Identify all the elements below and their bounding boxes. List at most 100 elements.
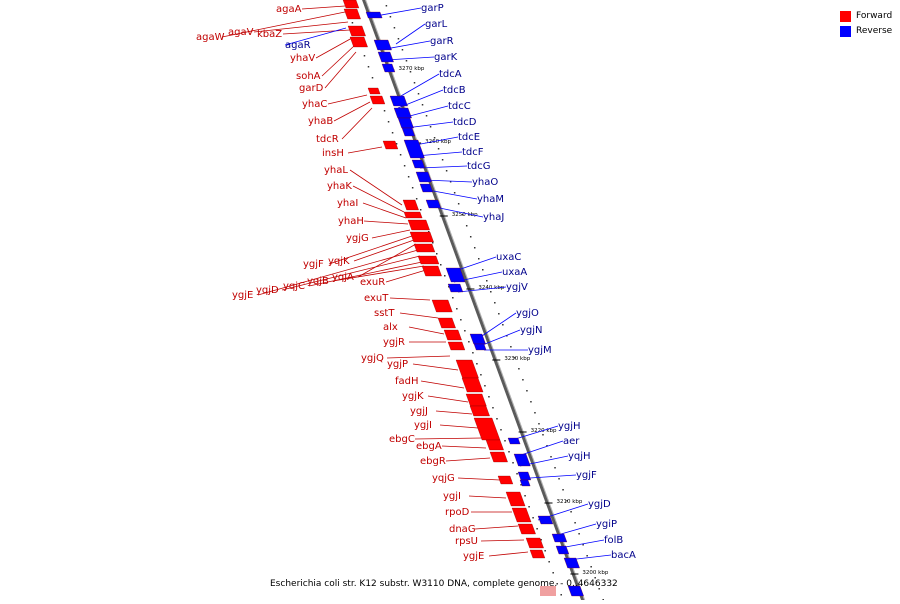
reverse-gene-label: bacA — [611, 550, 636, 561]
map-caption: Escherichia coli str. K12 substr. W3110 … — [270, 579, 618, 589]
genome-axis-shadow — [365, 0, 587, 604]
axis-dot — [429, 126, 432, 128]
axis-dot — [457, 203, 460, 205]
reverse-gene-leader — [427, 189, 478, 200]
forward-gene-leader — [333, 101, 371, 122]
forward-gene-feature-faded — [540, 586, 556, 596]
forward-gene-label: ygjJ — [410, 406, 428, 417]
axis-dot — [465, 225, 468, 227]
forward-gene-label: yqjC — [283, 281, 305, 292]
axis-dot — [476, 363, 478, 365]
axis-dot — [389, 16, 392, 18]
reverse-gene-feature — [473, 343, 487, 351]
axis-dot — [506, 335, 508, 337]
axis-dot — [574, 522, 576, 524]
reverse-gene-label: ygjM — [528, 345, 552, 356]
forward-gene-label: exuR — [360, 277, 385, 288]
forward-gene-feature — [437, 317, 456, 329]
forward-gene-leader — [480, 539, 525, 542]
axis-dot — [456, 308, 458, 310]
forward-gene-label: yqjA — [332, 272, 354, 283]
forward-gene-leader — [349, 169, 403, 206]
forward-gene-feature — [349, 36, 368, 48]
forward-gene-leader — [385, 269, 427, 283]
forward-gene-leader — [253, 21, 349, 33]
axis-dot — [433, 137, 436, 139]
forward-gene-label: yqjK — [328, 256, 350, 267]
forward-gene-label: ebgC — [389, 434, 415, 445]
reverse-gene-feature — [551, 533, 568, 543]
reverse-gene-leader — [405, 121, 454, 129]
forward-gene-feature — [497, 475, 514, 485]
forward-gene-leader — [457, 477, 501, 481]
reverse-gene-label: ygjV — [506, 282, 528, 293]
reverse-gene-label: garP — [421, 3, 444, 14]
forward-gene-feature — [342, 0, 360, 9]
forward-gene-label: ebgR — [420, 456, 446, 467]
forward-gene-leader — [474, 525, 519, 530]
axis-dot — [421, 104, 424, 106]
reverse-gene-leader — [419, 165, 468, 169]
reverse-gene-leader — [529, 474, 577, 479]
axis-dot — [468, 341, 470, 343]
axis-dot — [590, 566, 592, 568]
forward-gene-label: agaW — [196, 32, 225, 43]
axis-dot — [542, 434, 544, 436]
reverse-gene-feature — [373, 39, 392, 51]
reverse-gene-feature — [567, 585, 584, 597]
axis-dot — [383, 110, 386, 112]
axis-dot — [494, 302, 496, 304]
forward-gene-label: garD — [299, 83, 324, 94]
forward-gene-label: ebgA — [416, 441, 442, 452]
forward-gene-label: rpsU — [455, 536, 478, 547]
axis-dot — [508, 451, 510, 453]
axis-dot — [405, 60, 408, 62]
axis-dot — [441, 159, 444, 161]
forward-gene-leader — [439, 424, 479, 429]
axis-dot — [427, 231, 430, 233]
axis-dot — [520, 484, 522, 486]
reverse-gene-label: ygiP — [596, 519, 617, 530]
axis-dot — [510, 346, 512, 348]
reverse-gene-feature — [397, 117, 414, 129]
axis-dot — [387, 121, 390, 123]
forward-gene-feature — [469, 405, 490, 417]
axis-dot — [391, 132, 394, 134]
reverse-gene-leader — [457, 286, 507, 293]
kbp-tick-label: 3230 kbp — [504, 356, 530, 362]
axis-dot — [472, 352, 474, 354]
forward-gene-leader — [308, 261, 423, 287]
forward-gene-feature — [417, 255, 440, 265]
reverse-gene-label: tdcC — [448, 101, 471, 112]
reverse-gene-label: tdcG — [467, 161, 491, 172]
axis-dot — [538, 423, 540, 425]
axis-dot — [540, 539, 542, 541]
axis-dot — [452, 297, 454, 299]
axis-dot — [594, 577, 596, 579]
forward-gene-feature — [517, 523, 536, 535]
forward-gene-feature — [421, 265, 442, 277]
axis-dot — [528, 506, 530, 508]
forward-gene-leader — [332, 265, 425, 282]
forward-gene-label: ygjE — [232, 290, 253, 301]
axis-dot — [417, 93, 420, 95]
forward-gene-leader — [353, 239, 415, 262]
reverse-gene-label: yhaJ — [483, 212, 504, 223]
reverse-gene-feature — [389, 95, 408, 107]
reverse-gene-feature — [517, 471, 532, 481]
reverse-gene-label: aer — [563, 436, 580, 447]
axis-dot — [419, 209, 422, 211]
reverse-gene-leader — [517, 440, 564, 457]
forward-gene-leader — [221, 11, 346, 38]
forward-gene-feature — [489, 451, 508, 463]
kbp-tick-label: 3200 kbp — [582, 570, 608, 576]
legend-forward-label: Forward — [856, 11, 893, 21]
forward-gene-label: yhaI — [337, 198, 358, 209]
axis-dot — [484, 385, 486, 387]
axis-dot — [413, 82, 416, 84]
reverse-gene-leader — [385, 56, 435, 61]
axis-dot — [490, 291, 492, 293]
forward-gene-label: ygjR — [383, 337, 405, 348]
reverse-gene-label: tdcB — [443, 85, 466, 96]
reverse-gene-label: ygjH — [558, 421, 581, 432]
